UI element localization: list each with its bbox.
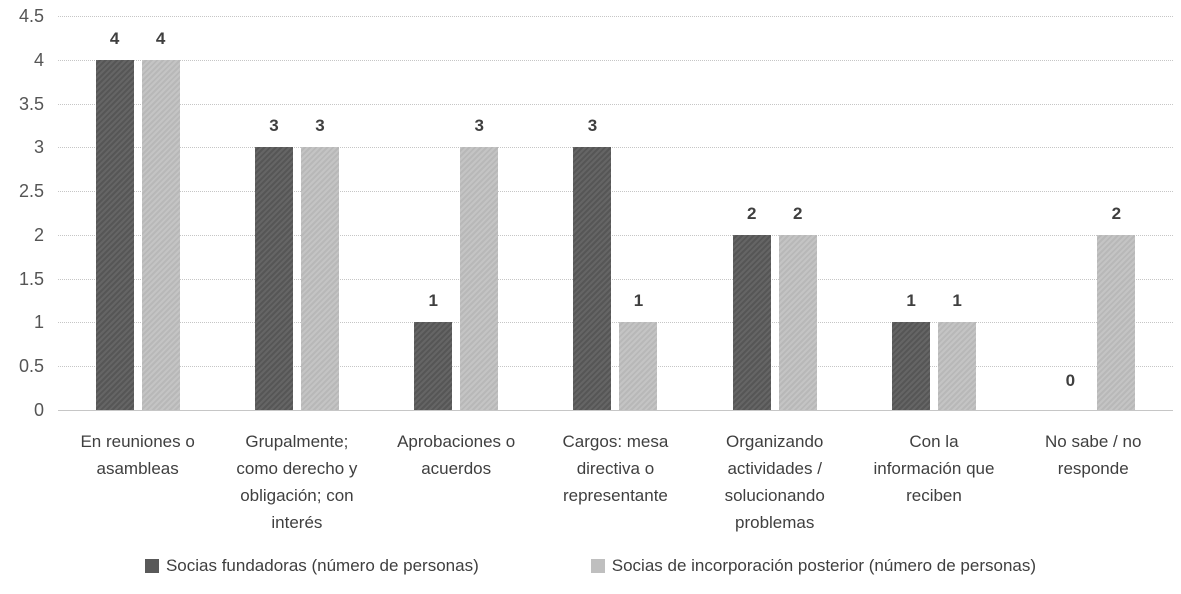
- y-tick-label: 4.5: [18, 6, 44, 26]
- bar-value-label: 2: [793, 203, 803, 223]
- bar-series-2-category-4: [619, 322, 658, 410]
- bar-value-label: 1: [633, 291, 644, 311]
- gridline: [58, 234, 1173, 236]
- bar-column: 4: [95, 28, 134, 410]
- bar-column: 3: [573, 116, 612, 410]
- bar-value-label: 4: [155, 28, 166, 48]
- legend-color-swatch-icon: [590, 559, 605, 573]
- bar-value-label: 4: [109, 28, 120, 48]
- category-label: En reuniones o asambleas: [80, 432, 195, 478]
- bar-value-label: 0: [1065, 371, 1076, 390]
- legend-color-swatch-icon: [144, 559, 159, 573]
- bar-series-2-category-2: [300, 147, 339, 410]
- bar-value-label: 3: [587, 116, 598, 136]
- gridline: [58, 322, 1173, 324]
- y-tick-label: 0: [33, 400, 44, 420]
- gridline: [58, 191, 1173, 193]
- bar-series-1-category-2: [254, 147, 293, 410]
- bar-value-label: 1: [906, 291, 916, 311]
- x-axis-line: [58, 410, 1173, 411]
- bar-series-1-category-5: [732, 234, 771, 410]
- legend-label: Socias de incorporación posterior (númer…: [611, 556, 1037, 575]
- gridline: [58, 16, 1173, 17]
- legend-item: Socias fundadoras (número de personas): [144, 556, 479, 576]
- bar-series-2-category-5: [778, 234, 817, 410]
- category-label: Organizando actividades / solucionando p…: [724, 432, 825, 532]
- bar-column: 3: [254, 116, 293, 410]
- y-tick-label: 3: [33, 137, 44, 158]
- bar-column: 3: [460, 116, 499, 410]
- legend-label: Socias fundadoras (número de personas): [165, 556, 479, 575]
- gridline: [58, 147, 1173, 149]
- y-tick-label: 3.5: [18, 93, 44, 114]
- y-tick-label: 4: [33, 49, 44, 70]
- bar-value-label: 3: [315, 116, 325, 136]
- bar-value-label: 3: [269, 116, 279, 136]
- y-tick-label: 2.5: [18, 181, 44, 202]
- y-tick-label: 0.5: [18, 356, 44, 377]
- gridline: [58, 103, 1173, 105]
- bar-series-1-category-6: [892, 322, 931, 410]
- y-tick-label: 1: [33, 312, 44, 333]
- bar-column: 4: [141, 28, 180, 410]
- bar-column: 1: [619, 291, 658, 410]
- bar-column: 2: [778, 203, 817, 410]
- bar-series-1-category-4: [573, 147, 612, 410]
- bar-column: 3: [300, 116, 339, 410]
- bar-value-label: 3: [474, 116, 484, 136]
- bar-value-label: 2: [747, 203, 757, 223]
- bar-column: 1: [892, 291, 931, 410]
- bar-value-label: 1: [428, 291, 438, 311]
- y-tick-label: 1.5: [18, 268, 44, 289]
- bar-series-2-category-6: [938, 322, 977, 410]
- category-label: Aprobaciones o acuerdos: [397, 432, 516, 478]
- y-tick-label: 2: [33, 224, 44, 245]
- bar-column: 0: [1051, 372, 1089, 410]
- gridline: [58, 278, 1173, 280]
- legend: Socias fundadoras (número de personas) So…: [0, 556, 1181, 576]
- bar-series-1-category-1: [95, 59, 134, 410]
- category-label: Con la información que reciben: [873, 432, 995, 505]
- gridline: [58, 59, 1173, 61]
- gridline: [58, 366, 1173, 368]
- category-label: Grupalmente; como derecho y obligación; …: [236, 432, 358, 532]
- legend-item: Socias de incorporación posterior (númer…: [590, 556, 1037, 576]
- bar-series-2-category-7: [1097, 234, 1136, 410]
- bar-column: 1: [938, 291, 977, 410]
- category-label: Cargos: mesa directiva o representante: [562, 432, 669, 505]
- bar-column: 2: [732, 203, 771, 410]
- category-label: No sabe / no responde: [1045, 432, 1142, 478]
- bar-series-2-category-3: [460, 147, 499, 410]
- bar-value-label: 2: [1111, 203, 1122, 223]
- bar-column: 1: [414, 291, 453, 410]
- bar-series-1-category-3: [414, 322, 453, 410]
- bar-value-label: 1: [952, 291, 962, 311]
- bar-series-2-category-1: [141, 59, 180, 410]
- bar-column: 2: [1097, 203, 1136, 410]
- x-axis-labels: En reuniones o asambleas Grupalmente; com…: [58, 428, 1173, 536]
